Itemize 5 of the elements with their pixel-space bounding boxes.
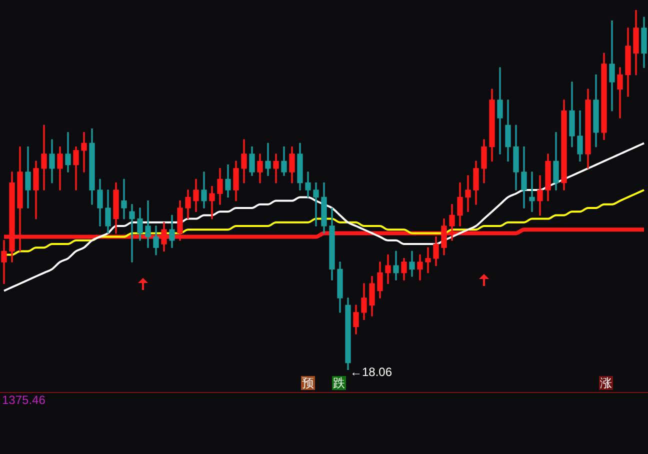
annotation: ←18.06 xyxy=(350,365,392,379)
text: 跌 xyxy=(332,376,346,390)
text: 涨 xyxy=(599,376,613,390)
text: 1375.46 xyxy=(2,393,46,407)
text: 预 xyxy=(301,376,315,390)
